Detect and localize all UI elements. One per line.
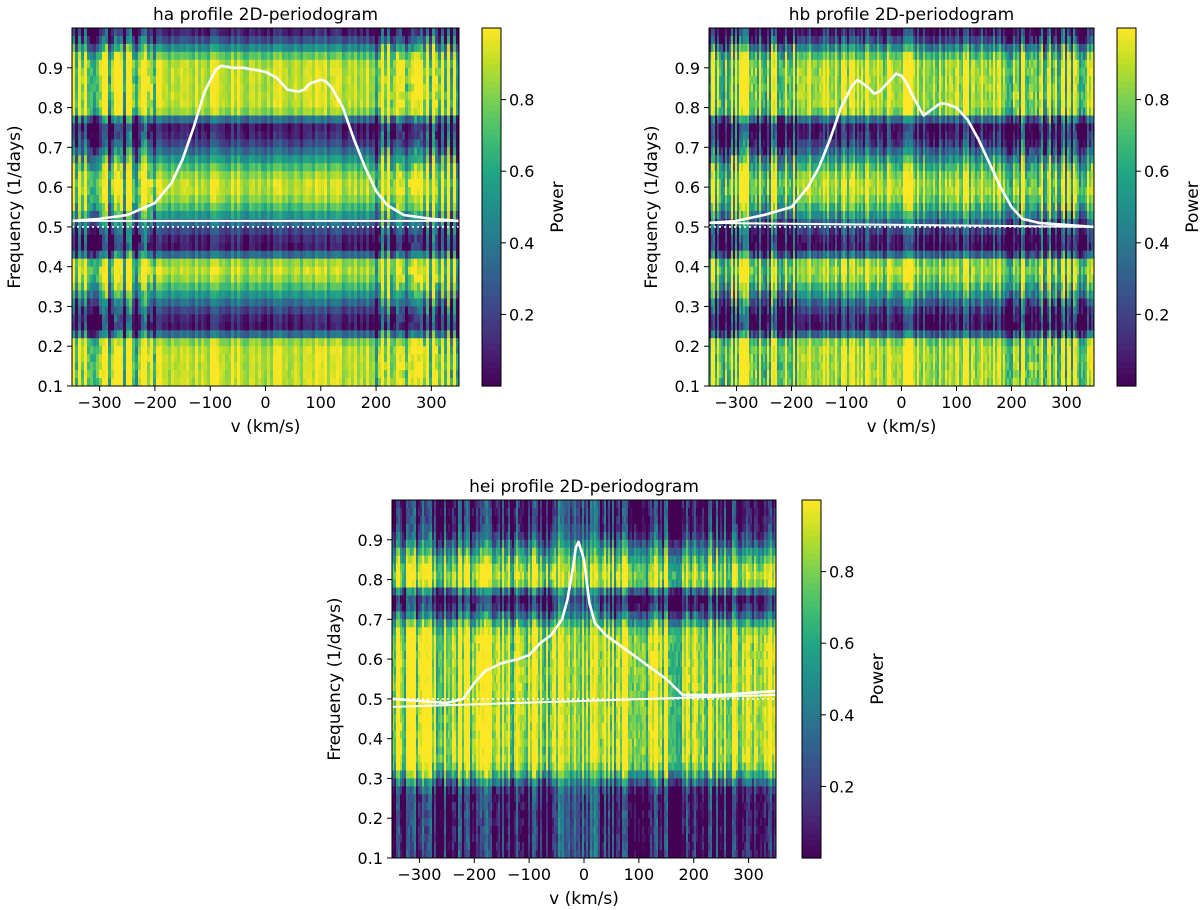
colorbar-tick-label-ha: 0.6 xyxy=(509,162,534,181)
x-tick-label-hb: 100 xyxy=(941,393,972,412)
colorbar-tick-label-hei: 0.8 xyxy=(829,563,854,582)
colorbar-tick-label-hb: 0.8 xyxy=(1144,91,1169,110)
y-tick-label-ha: 0.9 xyxy=(38,59,63,78)
y-tick-label-ha: 0.1 xyxy=(38,377,63,396)
x-axis-label-ha: v (km/s) xyxy=(231,417,301,437)
y-tick-label-ha: 0.5 xyxy=(38,218,63,237)
line-profile-hb xyxy=(709,72,1094,229)
y-tick-label-hb: 0.6 xyxy=(675,178,700,197)
colorbar-tick-label-ha: 0.4 xyxy=(509,234,534,253)
y-tick-label-ha: 0.2 xyxy=(38,337,63,356)
colorbar-hb: 0.2 0.4 0.6 0.8 Power xyxy=(1116,27,1200,387)
y-tick-label-hb: 0.9 xyxy=(675,59,700,78)
x-tick-label-ha: 100 xyxy=(306,393,337,412)
baseline-hb xyxy=(709,221,1094,228)
colorbar-tick-label-hei: 0.2 xyxy=(829,777,854,796)
chart-title-hb: hb profile 2D-periodogram xyxy=(789,5,1014,25)
colorbar-hei: 0.2 0.4 0.6 0.8 Power xyxy=(801,499,888,859)
y-tick-label-ha: 0.4 xyxy=(38,258,63,277)
baseline-hei xyxy=(392,693,776,708)
x-tick-label-ha: 200 xyxy=(361,393,392,412)
x-axis-label-hei: v (km/s) xyxy=(549,889,619,909)
chart-ha: −300 −200 −100 0 100 200 300 0.1 0.2 0.3 0.4 0.5 0.6… xyxy=(5,5,568,437)
colorbar-tick-label-hei: 0.6 xyxy=(829,634,854,653)
x-tick-label-ha: −300 xyxy=(78,393,122,412)
colorbar-label-hb: Power xyxy=(1183,181,1200,232)
line-profile-ha xyxy=(72,64,459,223)
x-tick-label-hb: −300 xyxy=(715,393,759,412)
heatmap-hb xyxy=(709,28,1094,386)
x-tick-label-hb: −200 xyxy=(770,393,814,412)
x-tick-label-ha: 0 xyxy=(260,393,270,412)
x-tick-label-ha: −100 xyxy=(188,393,232,412)
colorbar-tick-label-ha: 0.8 xyxy=(509,91,534,110)
y-axis-label-hei: Frequency (1/days) xyxy=(325,597,345,760)
x-tick-label-hb: −100 xyxy=(825,393,869,412)
x-tick-label-hei: 100 xyxy=(624,865,655,884)
y-axis-label-ha: Frequency (1/days) xyxy=(5,125,25,288)
colorbar-tick-label-ha: 0.2 xyxy=(509,305,534,324)
x-tick-label-hb: 200 xyxy=(996,393,1027,412)
y-tick-label-hb: 0.5 xyxy=(675,218,700,237)
colorbar-tick-label-hb: 0.4 xyxy=(1144,234,1169,253)
y-tick-label-hb: 0.3 xyxy=(675,297,700,316)
x-tick-label-hb: 0 xyxy=(896,393,906,412)
y-tick-label-hb: 0.1 xyxy=(675,377,700,396)
y-tick-label-hei: 0.9 xyxy=(358,531,383,550)
y-axis-label-hb: Frequency (1/days) xyxy=(642,125,662,288)
chart-title-hei: hei profile 2D-periodogram xyxy=(469,477,699,497)
heatmap-hei xyxy=(392,500,776,858)
y-tick-label-hei: 0.4 xyxy=(358,730,383,749)
y-tick-label-hei: 0.3 xyxy=(358,769,383,788)
line-profile-hei xyxy=(392,540,776,705)
colorbar-label-ha: Power xyxy=(548,181,568,232)
y-tick-label-ha: 0.6 xyxy=(38,178,63,197)
y-tick-label-hb: 0.7 xyxy=(675,138,700,157)
x-tick-label-hei: 200 xyxy=(678,865,709,884)
x-axis-label-hb: v (km/s) xyxy=(867,417,937,437)
x-tick-label-hei: 300 xyxy=(733,865,764,884)
colorbar-tick-label-hb: 0.6 xyxy=(1144,162,1169,181)
y-tick-label-hei: 0.2 xyxy=(358,809,383,828)
y-tick-label-ha: 0.3 xyxy=(38,297,63,316)
colorbar-tick-label-hb: 0.2 xyxy=(1144,305,1169,324)
x-tick-label-hei: 0 xyxy=(579,865,589,884)
y-tick-label-hei: 0.1 xyxy=(358,849,383,868)
y-tick-label-hb: 0.8 xyxy=(675,99,700,118)
y-tick-label-hb: 0.2 xyxy=(675,337,700,356)
x-tick-label-hb: 300 xyxy=(1051,393,1082,412)
chart-hei: −300 −200 −100 0 100 200 300 0.1 0.2 0.3 0.4 0.5 0.6… xyxy=(325,477,888,909)
y-tick-label-hei: 0.8 xyxy=(358,571,383,590)
x-tick-label-ha: 300 xyxy=(416,393,447,412)
y-tick-label-hei: 0.5 xyxy=(358,690,383,709)
heatmap-ha xyxy=(72,28,459,386)
y-tick-label-hei: 0.7 xyxy=(358,610,383,629)
colorbar-label-hei: Power xyxy=(868,653,888,704)
colorbar-tick-label-hei: 0.4 xyxy=(829,706,854,725)
y-tick-label-ha: 0.7 xyxy=(38,138,63,157)
chart-hb: −300 −200 −100 0 100 200 300 0.1 0.2 0.3 0.4 0.5 0.6… xyxy=(642,5,1200,437)
y-tick-label-hei: 0.6 xyxy=(358,650,383,669)
y-tick-label-ha: 0.8 xyxy=(38,99,63,118)
x-tick-label-hei: −200 xyxy=(452,865,496,884)
y-tick-label-hb: 0.4 xyxy=(675,258,700,277)
chart-title-ha: ha profile 2D-periodogram xyxy=(153,5,378,25)
colorbar-ha: 0.2 0.4 0.6 0.8 Power xyxy=(481,27,568,387)
x-tick-label-ha: −200 xyxy=(133,393,177,412)
x-tick-label-hei: −100 xyxy=(507,865,551,884)
x-tick-label-hei: −300 xyxy=(397,865,441,884)
